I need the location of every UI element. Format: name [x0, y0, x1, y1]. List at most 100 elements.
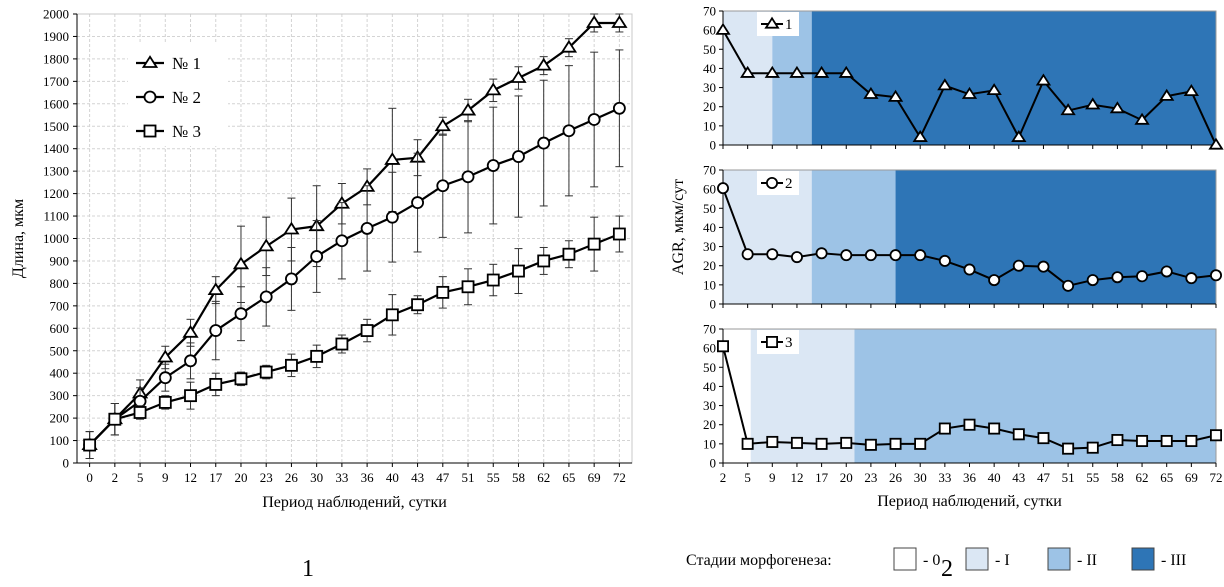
agr-x-tick-label-1: 5	[744, 470, 751, 485]
sub1-y-tick-label-3: 30	[703, 80, 716, 95]
agr-point-1-19	[1183, 84, 1199, 97]
point-s2-4	[184, 354, 197, 368]
agr-point-2-3	[790, 251, 803, 264]
agr-point-3-9	[938, 422, 951, 435]
agr-point-1-17	[1134, 112, 1150, 125]
panel-label-1: 1	[302, 556, 314, 582]
agr-x-tick-label-20: 72	[1210, 470, 1223, 485]
agr-x-tick-label-15: 55	[1086, 470, 1099, 485]
sub2-y-tick-label-6: 60	[703, 182, 716, 197]
series-line-3	[88, 232, 620, 446]
y-tick-label-5: 500	[50, 343, 70, 358]
sub2-y-tick-label-7: 70	[703, 163, 716, 178]
stage-legend-label-1: - I	[995, 552, 1010, 569]
point-s3-14	[436, 285, 450, 299]
agr-point-2-11	[988, 274, 1001, 287]
agr-legend-marker-3	[766, 335, 779, 348]
series-3	[83, 215, 626, 460]
x-tick-label-11: 36	[361, 470, 375, 485]
point-s2-20	[587, 113, 601, 126]
agr-point-1-20	[1208, 137, 1224, 150]
agr-x-axis-title: Период наблюдений, сутки	[877, 493, 1062, 510]
point-s3-2	[133, 406, 147, 419]
y-tick-label-13: 1300	[43, 164, 69, 179]
point-s3-20	[587, 237, 601, 251]
x-tick-label-7: 23	[260, 470, 273, 485]
sub1-y-tick-label-2: 20	[703, 99, 716, 114]
agr-point-1-15	[1085, 97, 1101, 110]
agr-subplot-2: 0 10 20 30 40 50 60 70 2	[703, 163, 1223, 312]
legend-marker-3	[143, 124, 157, 138]
sub3-y-tick-label-5: 50	[703, 360, 716, 375]
agr-legend-marker-2	[766, 176, 779, 189]
stage-band-2-1	[811, 170, 896, 304]
point-s2-21	[612, 101, 626, 115]
y-tick-label-11: 1100	[43, 209, 69, 224]
sub3-y-tick-label-4: 40	[703, 379, 716, 394]
y-tick-label-1: 100	[50, 433, 70, 448]
stage-legend-swatch-2	[1047, 547, 1071, 571]
y-tick-label-8: 800	[50, 276, 70, 291]
point-s2-3	[158, 371, 172, 385]
agr-point-3-5	[840, 436, 853, 449]
agr-point-2-15	[1086, 274, 1099, 287]
y-tick-label-4: 400	[50, 366, 70, 381]
point-s2-6	[234, 307, 248, 321]
sub3-y-tick-label-7: 70	[703, 322, 716, 337]
agr-x-tick-label-6: 23	[864, 470, 877, 485]
sub2-y-tick-label-5: 50	[703, 201, 716, 216]
legend: № 1 № 2 № 3	[128, 44, 228, 146]
agr-point-1-16	[1109, 101, 1126, 114]
point-s2-10	[335, 234, 349, 248]
agr-x-tick-label-9: 33	[938, 470, 951, 485]
point-s2-16	[486, 159, 500, 172]
sub2-y-tick-label-2: 20	[703, 258, 716, 273]
point-s2-9	[310, 250, 324, 263]
point-s1-19	[560, 39, 578, 53]
agr-point-1-12	[1011, 129, 1027, 142]
series-line-1	[88, 21, 620, 446]
point-s2-17	[512, 150, 525, 163]
agr-point-3-4	[815, 437, 828, 450]
agr-point-1-5	[838, 65, 854, 78]
x-tick-label-5: 17	[209, 470, 223, 485]
point-s3-21	[612, 227, 626, 241]
agr-legend-label-1: 1	[785, 17, 793, 33]
agr-point-1-8	[912, 129, 928, 142]
stage-legend: Стадии морфогенеза: - 0 - I - II - III	[686, 547, 1186, 571]
point-s3-5	[209, 377, 223, 391]
x-tick-label-0: 0	[86, 470, 93, 485]
agr-point-1-14	[1060, 103, 1076, 116]
agr-legend-label-3: 3	[785, 335, 793, 351]
stage-legend-label-0: - 0	[923, 552, 940, 569]
agr-point-1-18	[1159, 88, 1175, 101]
agr-y-axis-title: AGR, мкм/сут	[670, 179, 687, 275]
agr-x-tick-label-11: 40	[988, 470, 1001, 485]
point-s2-19	[562, 124, 576, 138]
agr-point-3-8	[914, 437, 927, 450]
sub1-y-tick-label-0: 0	[710, 138, 717, 153]
agr-chart: 0102030405060701010203040506070201020304…	[670, 4, 1224, 571]
x-tick-label-13: 43	[411, 470, 424, 485]
x-tick-label-4: 12	[184, 470, 197, 485]
point-s3-6	[234, 372, 248, 386]
sub2-y-tick-label-4: 40	[703, 220, 716, 235]
agr-x-tick-label-5: 20	[840, 470, 853, 485]
agr-x-tick-label-19: 69	[1185, 470, 1198, 485]
agr-point-1-11	[986, 83, 1002, 96]
agr-point-3-10	[963, 418, 976, 431]
point-s1-17	[510, 70, 527, 83]
panel-label-2: 2	[941, 556, 953, 582]
point-s3-9	[310, 349, 324, 363]
point-s1-18	[535, 57, 552, 71]
agr-point-2-7	[889, 249, 902, 262]
sub1-y-tick-label-1: 10	[703, 118, 716, 133]
agr-point-2-2	[766, 248, 779, 261]
sub1-y-tick-label-4: 40	[703, 61, 716, 76]
point-s1-4	[182, 324, 199, 338]
point-s3-17	[512, 264, 525, 278]
y-tick-label-3: 300	[50, 388, 70, 403]
agr-point-3-17	[1136, 434, 1149, 447]
x-tick-label-2: 5	[137, 470, 144, 485]
sub3-y-tick-label-2: 20	[703, 417, 716, 432]
